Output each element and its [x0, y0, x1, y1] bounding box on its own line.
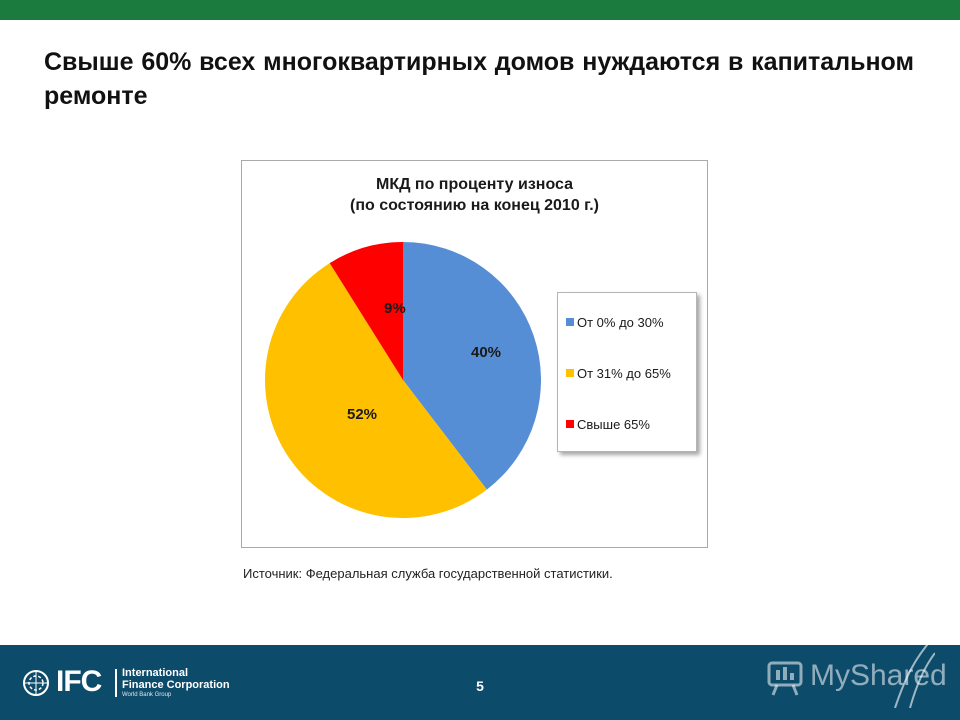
- chart-frame: МКД по проценту износа (по состоянию на …: [241, 160, 708, 548]
- chart-legend: От 0% до 30% От 31% до 65% Свыше 65%: [557, 292, 697, 452]
- legend-swatch-yellow: [566, 369, 574, 377]
- legend-swatch-blue: [566, 318, 574, 326]
- pie-data-label-2: 52%: [347, 406, 377, 423]
- logo-divider: [115, 669, 117, 697]
- pie-slice-1: [403, 242, 542, 490]
- watermark: MyShared: [765, 638, 947, 713]
- legend-label: Свыше 65%: [577, 417, 650, 432]
- legend-swatch-red: [566, 420, 574, 428]
- pie-slice-3: [329, 242, 403, 380]
- chart-subtitle: (по состоянию на конец 2010 г.): [350, 197, 599, 214]
- pie-chart: 40% 52% 9%: [264, 242, 542, 518]
- slide-title: Свыше 60% всех многоквартирных домов нуж…: [44, 48, 914, 110]
- legend-label: От 0% до 30%: [577, 315, 664, 330]
- page-number: 5: [476, 678, 484, 694]
- pie-slice-2: [264, 263, 487, 518]
- chart-title: МКД по проценту износа: [375, 176, 573, 193]
- ifc-logo: IFC International Finance Corporation Wo…: [22, 665, 242, 701]
- world-emblem-icon: [23, 670, 49, 696]
- ifc-name-line1: International: [122, 667, 189, 679]
- legend-item-0-30: От 0% до 30%: [566, 315, 664, 330]
- source-note: Источник: Федеральная служба государстве…: [243, 566, 613, 581]
- footer-bar: IFC International Finance Corporation Wo…: [0, 638, 960, 720]
- watermark-text: MyShared: [810, 659, 947, 692]
- pie-data-label-1: 40%: [471, 344, 501, 361]
- pie-data-label-3: 9%: [384, 300, 406, 317]
- legend-item-31-65: От 31% до 65%: [566, 366, 671, 381]
- top-accent-bar: [0, 0, 960, 20]
- ifc-letters: IFC: [56, 665, 102, 698]
- legend-item-over-65: Свыше 65%: [566, 417, 650, 432]
- watermark-swoosh-icon: [894, 638, 935, 708]
- legend-label: От 31% до 65%: [577, 366, 671, 381]
- presentation-board-icon: [767, 661, 803, 696]
- ifc-subtitle: World Bank Group: [122, 692, 172, 698]
- ifc-name: International Finance Corporation: [122, 667, 230, 691]
- chart-title-block: МКД по проценту износа (по состоянию на …: [242, 174, 707, 216]
- ifc-name-line2: Finance Corporation: [122, 679, 230, 691]
